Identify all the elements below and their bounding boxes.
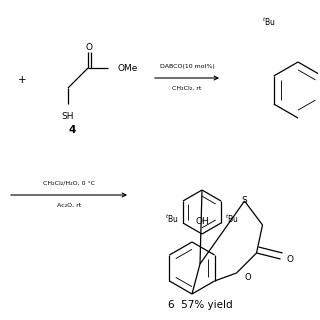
- Text: CH₂Cl₂, rt: CH₂Cl₂, rt: [172, 85, 202, 91]
- Text: $^t$Bu: $^t$Bu: [225, 213, 239, 225]
- Text: 6  57% yield: 6 57% yield: [168, 300, 233, 310]
- Text: S: S: [242, 196, 247, 204]
- Text: DABCO(10 mol%): DABCO(10 mol%): [160, 63, 214, 68]
- Text: OMe: OMe: [118, 63, 138, 73]
- Text: O: O: [86, 43, 93, 52]
- Text: 4: 4: [68, 125, 76, 135]
- Text: CH₂Cl₂/H₂O, 0 °C: CH₂Cl₂/H₂O, 0 °C: [43, 180, 95, 186]
- Text: O: O: [244, 273, 251, 282]
- Text: $^t$Bu: $^t$Bu: [262, 16, 276, 28]
- Text: SH: SH: [62, 112, 74, 121]
- Text: $^t$Bu: $^t$Bu: [165, 213, 179, 225]
- Text: Ac₂O, rt: Ac₂O, rt: [57, 203, 81, 207]
- Text: O: O: [286, 254, 293, 263]
- Text: OH: OH: [195, 217, 209, 226]
- Text: +: +: [18, 75, 27, 85]
